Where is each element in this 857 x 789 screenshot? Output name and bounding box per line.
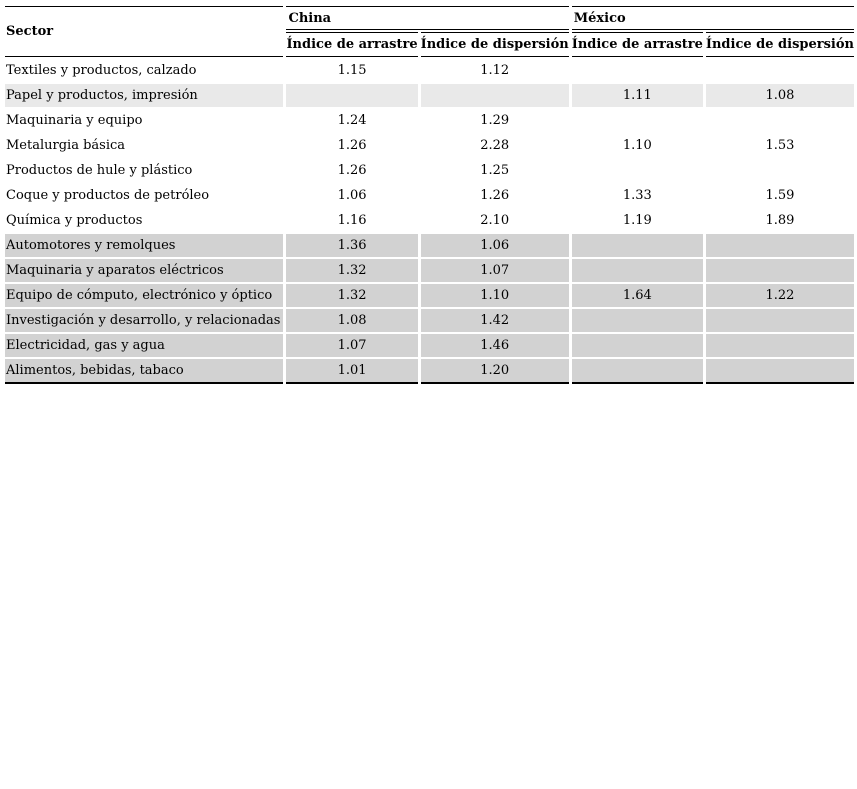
table-body: Textiles y productos, calzado 1.15 1.12 … — [5, 59, 854, 384]
china-arrastre-value: 1.24 — [337, 113, 367, 128]
table-row: Maquinaria y equipo 1.24 1.29 — [5, 109, 854, 132]
china-dispersion-value: 1.46 — [420, 334, 569, 357]
china-arrastre-value: 1.07 — [286, 334, 418, 357]
china-dispersion-value: 1.42 — [420, 309, 569, 332]
china-dispersion-value: 1.25 — [480, 163, 510, 178]
sector-name: Química y productos — [6, 213, 143, 228]
china-arrastre-value: 1.01 — [286, 359, 418, 384]
sector-name: Metalurgia básica — [6, 138, 126, 153]
column-header-mexico-dispersion: Índice de dispersión — [705, 32, 854, 57]
mexico-arrastre-value: 1.19 — [622, 213, 652, 228]
sector-name: Automotores y remolques — [5, 234, 284, 257]
mexico-arrastre-value — [572, 59, 703, 82]
mexico-arrastre-value: 1.10 — [622, 138, 652, 153]
sector-indices-table: Sector China México Índice de arrastre Í… — [2, 4, 857, 386]
china-arrastre-value: 1.15 — [337, 63, 367, 78]
china-dispersion-value: 1.06 — [420, 234, 569, 257]
china-arrastre-value: 1.06 — [337, 188, 367, 203]
china-dispersion-value — [420, 84, 569, 107]
sector-name: Alimentos, bebidas, tabaco — [5, 359, 284, 384]
mexico-arrastre-value — [571, 259, 703, 282]
table-row: Coque y productos de petróleo 1.06 1.26 … — [5, 184, 854, 207]
china-arrastre-value: 1.26 — [337, 138, 367, 153]
sector-name: Textiles y productos, calzado — [6, 63, 197, 78]
mexico-arrastre-value — [572, 109, 703, 132]
mexico-arrastre-value — [571, 334, 703, 357]
mexico-arrastre-value: 1.11 — [571, 84, 703, 107]
table-row: Electricidad, gas y agua 1.07 1.46 — [5, 334, 854, 357]
table-row: Química y productos 1.16 2.10 1.19 1.89 — [5, 209, 854, 232]
table-row: Papel y productos, impresión 1.11 1.08 — [5, 84, 854, 107]
sector-name: Investigación y desarrollo, y relacionad… — [5, 309, 284, 332]
table-row: Investigación y desarrollo, y relacionad… — [5, 309, 854, 332]
mexico-dispersion-value — [705, 234, 854, 257]
table-row: Automotores y remolques 1.36 1.06 — [5, 234, 854, 257]
china-arrastre-value — [286, 84, 418, 107]
table-row: Equipo de cómputo, electrónico y óptico … — [5, 284, 854, 307]
mexico-dispersion-value: 1.59 — [765, 188, 795, 203]
sector-name: Productos de hule y plástico — [6, 163, 193, 178]
china-dispersion-value: 1.26 — [480, 188, 510, 203]
china-dispersion-value: 1.07 — [420, 259, 569, 282]
table-row: Metalurgia básica 1.26 2.28 1.10 1.53 — [5, 134, 854, 157]
mexico-dispersion-value — [705, 309, 854, 332]
mexico-dispersion-value — [706, 159, 854, 182]
mexico-dispersion-value — [705, 334, 854, 357]
china-dispersion-value: 1.29 — [480, 113, 510, 128]
column-group-china: China — [286, 6, 569, 30]
table-row: Maquinaria y aparatos eléctricos 1.32 1.… — [5, 259, 854, 282]
column-header-sector: Sector — [5, 6, 284, 57]
china-arrastre-value: 1.08 — [286, 309, 418, 332]
china-arrastre-value: 1.32 — [286, 284, 418, 307]
mexico-arrastre-value: 1.33 — [622, 188, 652, 203]
sector-name: Coque y productos de petróleo — [6, 188, 210, 203]
mexico-arrastre-value — [571, 234, 703, 257]
sector-name: Equipo de cómputo, electrónico y óptico — [5, 284, 284, 307]
sector-name: Maquinaria y equipo — [6, 113, 143, 128]
china-dispersion-value: 1.20 — [420, 359, 569, 384]
column-group-mexico: México — [571, 6, 854, 30]
mexico-dispersion-value — [706, 109, 854, 132]
mexico-dispersion-value: 1.89 — [765, 213, 795, 228]
mexico-dispersion-value — [705, 259, 854, 282]
china-arrastre-value: 1.36 — [286, 234, 418, 257]
table-row: Alimentos, bebidas, tabaco 1.01 1.20 — [5, 359, 854, 384]
mexico-dispersion-value: 1.53 — [765, 138, 795, 153]
table-row: Textiles y productos, calzado 1.15 1.12 — [5, 59, 854, 82]
sector-name: Maquinaria y aparatos eléctricos — [5, 259, 284, 282]
mexico-dispersion-value: 1.08 — [705, 84, 854, 107]
mexico-arrastre-value — [571, 309, 703, 332]
group-header-row: Sector China México — [5, 6, 854, 57]
mexico-arrastre-value — [571, 359, 703, 384]
mexico-dispersion-value — [706, 59, 854, 82]
china-dispersion-value: 1.12 — [480, 63, 510, 78]
china-dispersion-value: 1.10 — [420, 284, 569, 307]
column-header-china-arrastre: Índice de arrastre — [286, 32, 418, 57]
sector-name: Papel y productos, impresión — [5, 84, 284, 107]
column-header-mexico-arrastre: Índice de arrastre — [571, 32, 703, 57]
china-arrastre-value: 1.32 — [286, 259, 418, 282]
china-arrastre-value: 1.26 — [337, 163, 367, 178]
china-arrastre-value: 1.16 — [337, 213, 367, 228]
column-header-china-dispersion: Índice de dispersión — [420, 32, 569, 57]
china-dispersion-value: 2.28 — [480, 138, 510, 153]
table-row: Productos de hule y plástico 1.26 1.25 — [5, 159, 854, 182]
mexico-arrastre-value: 1.64 — [571, 284, 703, 307]
mexico-dispersion-value: 1.22 — [705, 284, 854, 307]
sector-name: Electricidad, gas y agua — [5, 334, 284, 357]
china-dispersion-value: 2.10 — [480, 213, 510, 228]
table-header: Sector China México Índice de arrastre Í… — [5, 6, 854, 57]
sub-header-row: Índice de arrastre Índice de dispersión … — [5, 32, 854, 57]
mexico-arrastre-value — [572, 159, 703, 182]
mexico-dispersion-value — [705, 359, 854, 384]
